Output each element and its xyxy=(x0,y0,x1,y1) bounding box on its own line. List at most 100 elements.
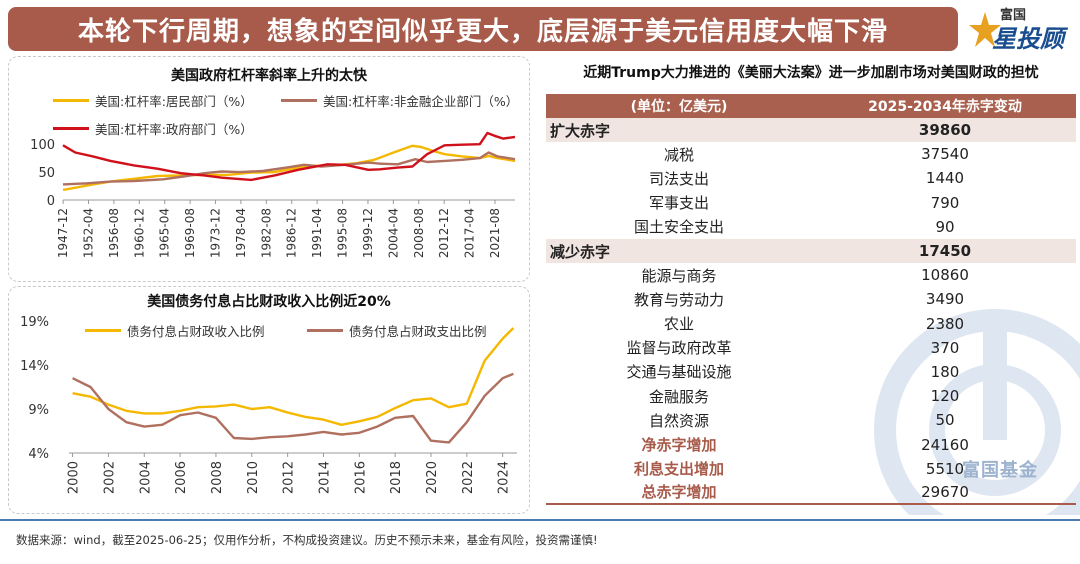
table-cell-label: 司法支出 xyxy=(648,169,709,188)
footer-disclaimer: 数据来源：wind，截至2025-06-25；仅用作分析，不构成投资建议。历史不… xyxy=(16,533,598,547)
table-cell-label: 交通与基础设施 xyxy=(626,363,732,382)
table-row: 金融服务 120 xyxy=(546,384,1076,408)
x-tick-label: 1995-08 xyxy=(336,208,350,258)
x-tick-label: 2022 xyxy=(461,461,476,494)
table-cell-label: 国土安全支出 xyxy=(633,218,724,237)
table-cell-label: 军事支出 xyxy=(648,194,709,213)
x-tick-label: 2004-04 xyxy=(386,208,400,258)
table-cell-label: 自然资源 xyxy=(648,411,709,430)
legend-swatch-corporate xyxy=(281,99,317,102)
table-cell-label: 教育与劳动力 xyxy=(633,290,724,309)
table-cell-label: 金融服务 xyxy=(648,387,709,406)
table-row: 军事支出 790 xyxy=(546,191,1076,215)
legend-household: 美国:杠杆率:居民部门（%） xyxy=(53,91,253,110)
table-row: 农业 2380 xyxy=(546,312,1076,336)
x-tick-label: 2012-12 xyxy=(437,208,451,258)
table-row: 净赤字增加 24160 xyxy=(546,432,1076,456)
x-tick-label: 2017-04 xyxy=(463,208,477,258)
table-row: 能源与商务 10860 xyxy=(546,263,1076,287)
page-title: 本轮下行周期，想象的空间似乎更大，底层源于美元信用度大幅下滑 xyxy=(77,16,888,47)
chart1-title: 美国政府杠杆率斜率上升的太快 xyxy=(171,68,367,84)
legend-label-government: 美国:杠杆率:政府部门（%） xyxy=(95,122,253,137)
y-tick-label: 14% xyxy=(20,359,49,374)
legend-label-revenue: 债务付息占财政收入比例 xyxy=(127,324,265,339)
legend-label-household: 美国:杠杆率:居民部门（%） xyxy=(95,94,253,109)
table-cell-value: 5510 xyxy=(925,459,965,478)
table-cell-label: 减少赤字 xyxy=(550,242,611,261)
y-tick-label: 4% xyxy=(28,447,49,462)
x-tick-label: 2014 xyxy=(317,461,332,494)
table-row: 司法支出 1440 xyxy=(546,166,1076,190)
legend-swatch-expenditure xyxy=(307,329,343,332)
legend-expenditure-ratio: 债务付息占财政支出比例 xyxy=(307,321,487,340)
interest-chart-panel: 美国债务付息占比财政收入比例近20% 债务付息占财政收入比例 债务付息占财政支出… xyxy=(8,286,530,514)
logo-big-text: 星投顾 xyxy=(992,25,1064,53)
x-tick-label: 2018 xyxy=(389,461,404,494)
table-cell-label: 减税 xyxy=(663,145,694,164)
table-cell-value: 37540 xyxy=(921,145,969,164)
table-cell-value: 10860 xyxy=(921,266,969,285)
y-tick-label: 0 xyxy=(47,194,55,209)
series-line-2 xyxy=(62,131,516,182)
x-tick-label: 1956-08 xyxy=(107,208,121,258)
x-tick-label: 1986-12 xyxy=(285,208,299,258)
x-tick-label: 2010 xyxy=(246,461,261,494)
table-cell-label: 利息支出增加 xyxy=(633,460,724,479)
table-cell-value: 2380 xyxy=(925,314,965,333)
table-cell-value: 120 xyxy=(930,387,960,406)
legend-label-corporate: 美国:杠杆率:非金融企业部门（%） xyxy=(323,94,519,109)
table-row: 减税 37540 xyxy=(546,142,1076,166)
table-cell-value: 790 xyxy=(930,193,960,212)
table-title: 近期Trump大力推进的《美丽大法案》进一步加剧市场对美国财政的担忧 xyxy=(583,65,1039,81)
table-cell-value: 180 xyxy=(930,362,960,381)
legend-swatch-household xyxy=(53,99,89,102)
x-tick-label: 1973-12 xyxy=(209,208,223,258)
series-line-1 xyxy=(72,372,514,444)
deficit-table: (单位：亿美元) 2025-2034年赤字变动 扩大赤字 39860 减税 37540… xyxy=(546,94,1076,505)
x-tick-label: 2006 xyxy=(174,461,189,494)
table-row: 自然资源 50 xyxy=(546,408,1076,432)
table-cell-label: 能源与商务 xyxy=(641,266,717,285)
table-cell-label: 扩大赤字 xyxy=(550,121,611,140)
x-tick-label: 1952-04 xyxy=(82,208,96,258)
table-row: 国土安全支出 90 xyxy=(546,215,1076,239)
interest-chart: 4% 9% 14% 19% 2000 2002 2004 2006 2008 2010 2012 20… xyxy=(20,315,517,494)
x-tick-label: 2000 xyxy=(67,461,82,494)
star-icon xyxy=(969,12,1001,47)
table-header-unit: (单位：亿美元) xyxy=(630,99,728,115)
x-tick-label: 1969-08 xyxy=(183,208,197,258)
legend-corporate: 美国:杠杆率:非金融企业部门（%） xyxy=(281,91,518,110)
logo-small-text: 富国 xyxy=(1000,8,1027,23)
x-tick-label: 2021-08 xyxy=(488,208,502,258)
table-cell-value: 50 xyxy=(935,411,955,430)
table-cell-value: 90 xyxy=(935,217,955,236)
header-bar: 本轮下行周期，想象的空间似乎更大，底层源于美元信用度大幅下滑 xyxy=(8,7,958,51)
table-cell-value: 370 xyxy=(930,338,960,357)
table-row: 教育与劳动力 3490 xyxy=(546,287,1076,311)
chart2-title: 美国债务付息占比财政收入比例近20% xyxy=(147,294,391,310)
table-row: 总赤字增加 29670 xyxy=(546,481,1076,505)
table-cell-value: 29670 xyxy=(921,482,969,501)
table-cell-value: 1440 xyxy=(925,169,965,188)
x-tick-label: 1965-04 xyxy=(158,208,172,258)
series-line-0 xyxy=(72,327,515,426)
table-cell-value: 24160 xyxy=(921,435,969,454)
x-tick-label: 1991-04 xyxy=(310,208,324,258)
table-cell-label: 农业 xyxy=(663,315,694,334)
footer-divider xyxy=(0,519,1080,521)
table-row: 减少赤字 17450 xyxy=(546,238,1076,264)
table-cell-value: 3490 xyxy=(925,290,965,309)
x-tick-label: 2008-08 xyxy=(412,208,426,258)
table-cell-value: 17450 xyxy=(918,242,972,261)
legend-swatch-revenue xyxy=(85,329,121,332)
x-tick-label: 2024 xyxy=(497,461,512,494)
x-tick-label: 2012 xyxy=(282,461,297,494)
leverage-chart-panel: 美国政府杠杆率斜率上升的太快 美国:杠杆率:居民部门（%） 美国:杠杆率:非金融… xyxy=(8,56,530,282)
legend-label-expenditure: 债务付息占财政支出比例 xyxy=(349,324,487,339)
table-cell-label: 监督与政府改革 xyxy=(626,339,732,358)
x-tick-label: 1982-08 xyxy=(259,208,273,258)
table-cell-value: 39860 xyxy=(918,121,972,140)
y-tick-label: 50 xyxy=(38,166,55,181)
watermark-logo-icon xyxy=(874,309,1080,515)
x-tick-label: 1999-12 xyxy=(361,208,375,258)
